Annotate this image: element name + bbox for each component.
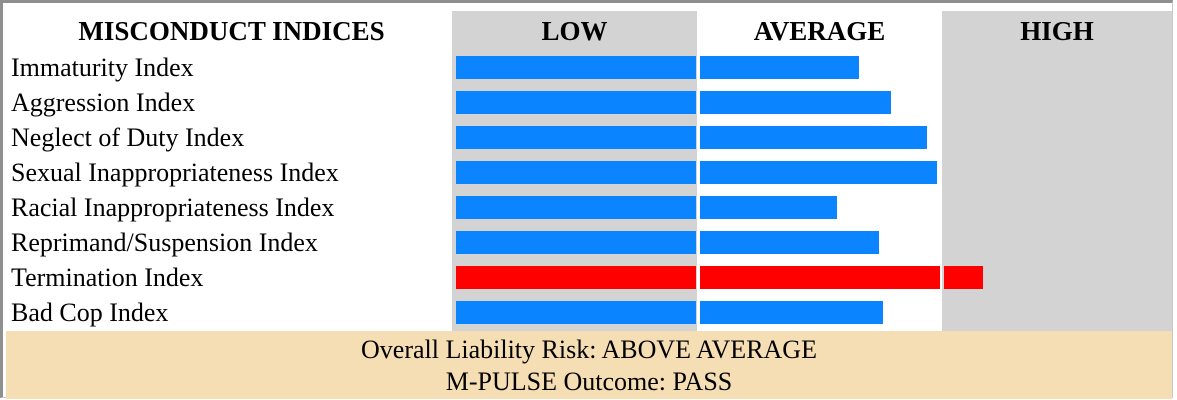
summary-footer: Overall Liability Risk: ABOVE AVERAGE M-… (6, 331, 1172, 399)
bar-segment (700, 301, 884, 324)
header-average: AVERAGE (753, 15, 886, 46)
bar-segment (700, 56, 860, 79)
header-low: LOW (541, 15, 608, 46)
bar-segment (456, 301, 696, 324)
bar-segment (456, 231, 696, 254)
bar-segment (456, 91, 696, 114)
liability-risk-text: Overall Liability Risk: ABOVE AVERAGE (361, 335, 817, 364)
bar-segment (700, 91, 891, 114)
row-label: Bad Cop Index (11, 298, 169, 327)
bar-segment (456, 56, 696, 79)
bar-segment (456, 266, 696, 289)
bar-segment (700, 126, 928, 149)
bar-segment (456, 196, 696, 219)
bar-segment (456, 161, 696, 184)
header-high: HIGH (1020, 15, 1094, 46)
row-label: Neglect of Duty Index (11, 123, 245, 152)
bar-segment (456, 126, 696, 149)
bar-segment (700, 196, 838, 219)
outcome-text: M-PULSE Outcome: PASS (445, 367, 733, 396)
bar-segment (944, 266, 984, 289)
row-label: Sexual Inappropriateness Index (11, 158, 339, 187)
row-label: Termination Index (11, 263, 204, 292)
bar-segment (700, 231, 879, 254)
bar-segment (700, 266, 940, 289)
row-label: Racial Inappropriateness Index (11, 193, 335, 222)
header-title: MISCONDUCT INDICES (78, 15, 385, 46)
row-label: Aggression Index (11, 88, 196, 117)
bar-segment (700, 161, 938, 184)
row-label: Immaturity Index (11, 53, 194, 82)
row-label: Reprimand/Suspension Index (11, 228, 318, 257)
